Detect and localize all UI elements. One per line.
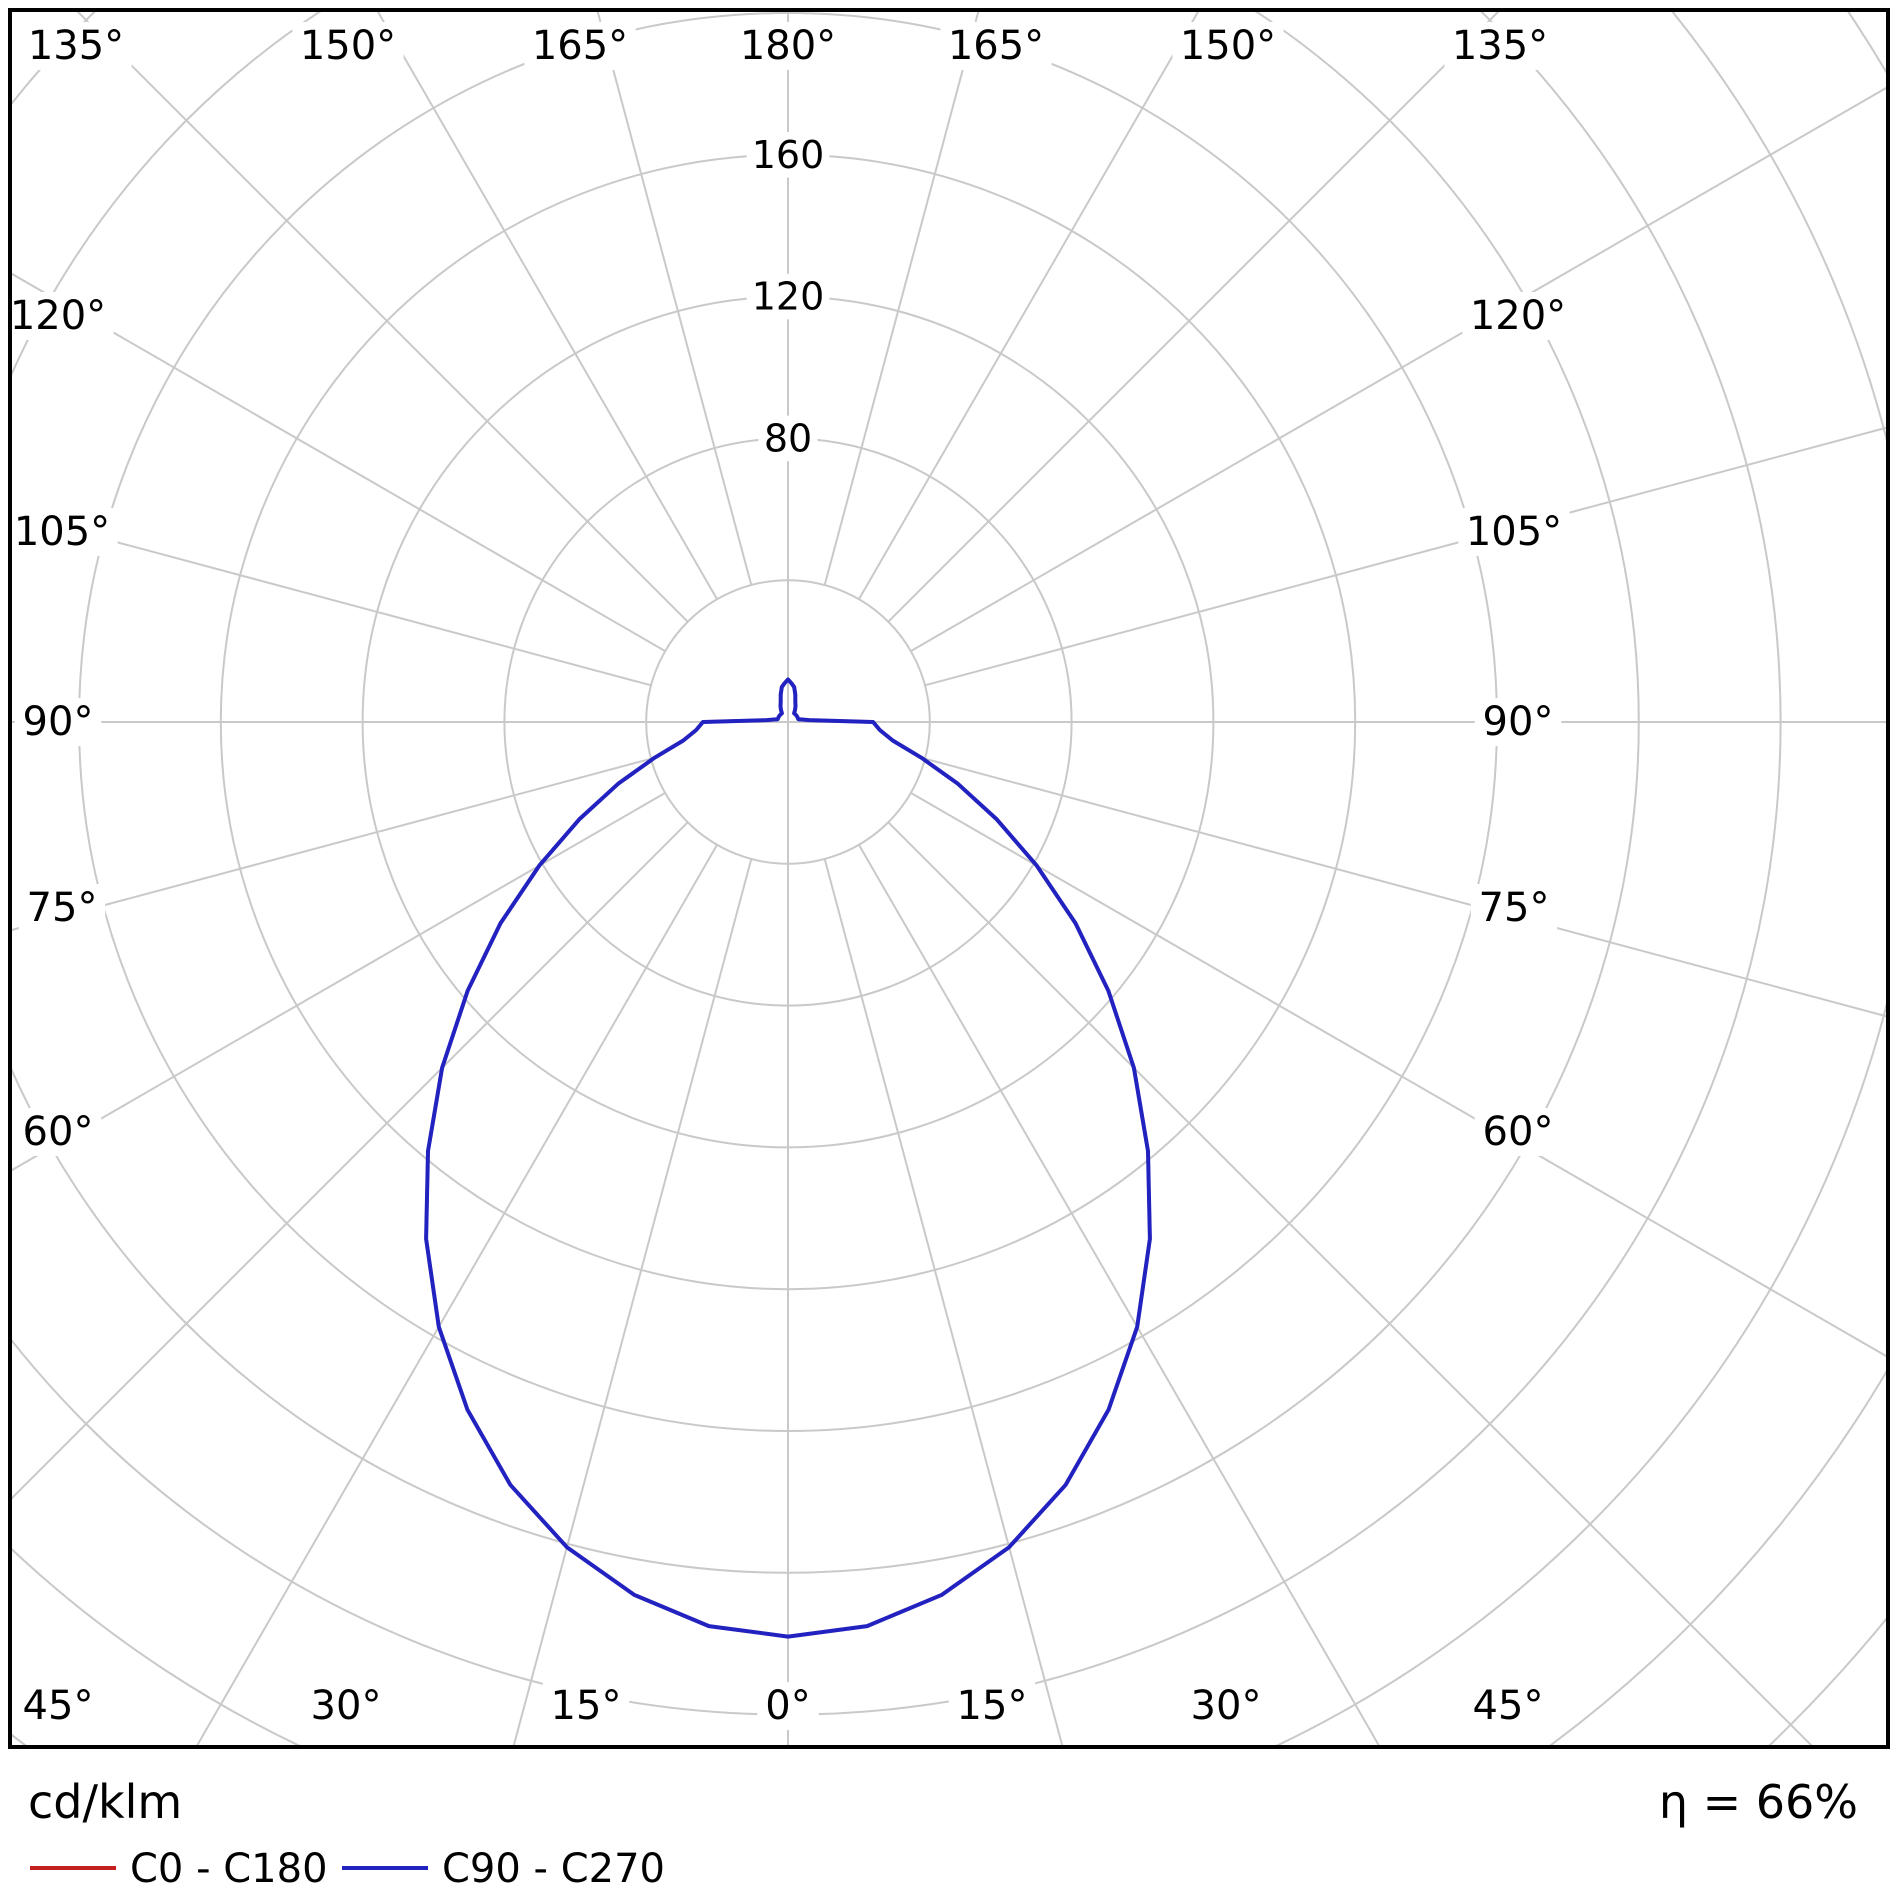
- grid-spoke: [823, 858, 1064, 1745]
- legend-label-c0-c180: C0 - C180: [130, 1846, 328, 1892]
- efficiency-label: η = 66%: [1659, 1775, 1858, 1829]
- angle-label: 105°: [1466, 509, 1562, 555]
- angle-label-bg: [1458, 508, 1570, 556]
- grid-spoke: [512, 858, 753, 1745]
- angle-label-bg: [1464, 1682, 1552, 1730]
- angle-label-bg: [12, 508, 118, 556]
- angle-label-bg: [1172, 22, 1284, 70]
- angle-label-bg: [14, 698, 102, 746]
- angle-label-bg: [1444, 22, 1556, 70]
- radial-label-bg: [746, 273, 830, 320]
- angle-label: 135°: [1452, 23, 1548, 69]
- grid-spoke: [887, 821, 1813, 1745]
- grid-spoke: [12, 272, 666, 652]
- grid-spoke: [924, 757, 1886, 1018]
- angle-label: 135°: [28, 23, 124, 69]
- angle-label: 15°: [551, 1683, 622, 1729]
- angle-label: 75°: [1479, 885, 1550, 931]
- grid-spoke: [12, 821, 689, 1500]
- chart-frame: [8, 8, 1890, 1749]
- radial-label: 160: [752, 133, 825, 177]
- grid-spoke: [924, 426, 1886, 687]
- angle-label-bg: [940, 22, 1052, 70]
- angle-label: 75°: [27, 885, 98, 931]
- radial-label: 120: [752, 275, 825, 319]
- angle-label-bg: [302, 1682, 390, 1730]
- radial-label-bg: [746, 132, 830, 178]
- angle-label: 60°: [1483, 1109, 1554, 1155]
- grid-spoke: [76, 12, 689, 623]
- grid-spoke: [596, 12, 753, 586]
- angle-label: 150°: [300, 23, 396, 69]
- angle-label-bg: [732, 22, 844, 70]
- angle-label-bg: [1474, 698, 1562, 746]
- angle-label: 180°: [740, 23, 836, 69]
- angle-label: 30°: [1191, 1683, 1262, 1729]
- radial-label: 80: [764, 416, 812, 460]
- angle-label: 90°: [1483, 699, 1554, 745]
- angle-label-bg: [1462, 292, 1574, 340]
- grid-spoke: [858, 844, 1380, 1745]
- angle-label: 120°: [10, 293, 106, 339]
- angle-label-bg: [1474, 1108, 1562, 1156]
- angle-label: 0°: [765, 1683, 810, 1729]
- legend: cd/klm η = 66% C0 - C180 C90 - C270: [28, 1775, 1858, 1892]
- legend-label-c90-c270: C90 - C270: [442, 1846, 665, 1892]
- angle-label: 15°: [957, 1683, 1028, 1729]
- grid-circle: [12, 12, 1782, 1716]
- angle-label: 45°: [23, 1683, 94, 1729]
- angle-label: 60°: [23, 1109, 94, 1155]
- curve-c90-c270: [424, 677, 1152, 1639]
- grid-spoke: [823, 12, 980, 586]
- grid-circle: [12, 12, 1640, 1574]
- angle-label: 120°: [1470, 293, 1566, 339]
- angle-label: 150°: [1180, 23, 1276, 69]
- grid-spoke: [910, 86, 1886, 652]
- angle-label: 90°: [23, 699, 94, 745]
- angle-label-bg: [14, 1108, 102, 1156]
- angle-label-bg: [292, 22, 404, 70]
- intensity-curves: [424, 677, 1152, 1639]
- angle-label: 45°: [1473, 1683, 1544, 1729]
- angle-label-bg: [542, 1682, 630, 1730]
- angle-label-bg: [948, 1682, 1036, 1730]
- angle-label-bg: [1182, 1682, 1270, 1730]
- grid-spoke: [12, 757, 652, 931]
- grid-spoke: [858, 12, 1200, 600]
- radial-label-bg: [758, 415, 818, 462]
- angle-label-bg: [18, 884, 106, 932]
- grid-spoke: [12, 513, 652, 687]
- angle-label: 105°: [14, 509, 110, 555]
- angle-label-bg: [757, 1682, 819, 1730]
- grid-spoke: [12, 792, 666, 1172]
- angle-label-bg: [14, 1682, 102, 1730]
- axis-labels: 180° 165° 165° 150° 150° 135° 135° 120° 120° 105°…: [10, 22, 1574, 1730]
- grid-spoke: [376, 12, 718, 600]
- angle-label-bg: [20, 22, 132, 70]
- grid-spoke: [196, 844, 718, 1745]
- angle-label: 165°: [948, 23, 1044, 69]
- grid-spoke: [887, 12, 1500, 623]
- angle-label-bg: [12, 292, 114, 340]
- grid-spoke: [910, 792, 1886, 1358]
- angle-label: 30°: [311, 1683, 382, 1729]
- unit-label: cd/klm: [28, 1775, 182, 1829]
- angle-label-bg: [1470, 884, 1558, 932]
- angle-label: 165°: [532, 23, 628, 69]
- angle-label-bg: [524, 22, 636, 70]
